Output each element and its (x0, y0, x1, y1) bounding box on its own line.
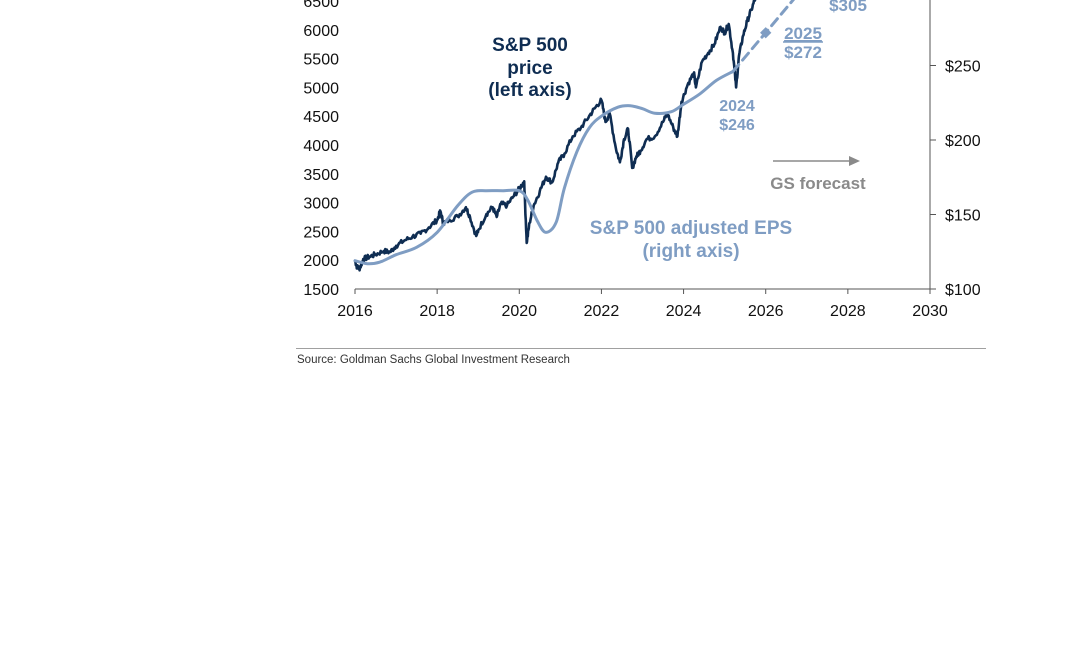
right-tick-label: $100 (945, 282, 981, 299)
left-tick-label: 3500 (303, 167, 339, 184)
left-axis-ticks: 1500 2000 2500 3000 3500 4000 4500 5000 5500 6000… (303, 0, 339, 299)
left-tick-label: 1500 (303, 282, 339, 299)
x-axis-ticks: 2016 2018 2020 2022 2024 2026 2028 2030 (337, 289, 948, 320)
left-tick-label: 3000 (303, 196, 339, 213)
sp500-price-line (353, 0, 757, 272)
right-tick-label: $200 (945, 133, 981, 150)
eps-2024-value: $246 (719, 117, 755, 134)
source-divider (296, 348, 986, 349)
left-tick-label: 4000 (303, 138, 339, 155)
left-tick-label: 6500 (303, 0, 339, 11)
x-tick-label: 2022 (584, 303, 620, 320)
left-tick-label: 2500 (303, 224, 339, 241)
x-tick-label: 2016 (337, 303, 373, 320)
x-tick-label: 2024 (666, 303, 702, 320)
right-axis-ticks: $100 $150 $200 $250 (930, 59, 981, 299)
left-tick-label: 5000 (303, 80, 339, 97)
x-tick-label: 2020 (501, 303, 537, 320)
eps-label-line-2: (right axis) (642, 241, 739, 262)
left-tick-label: 4500 (303, 109, 339, 126)
left-tick-label: 2000 (303, 253, 339, 270)
right-tick-label: $250 (945, 59, 981, 76)
chart-series (353, 0, 796, 272)
price-label-line-1: S&P 500 (492, 35, 568, 56)
eps-label-line-1: S&P 500 adjusted EPS (590, 218, 792, 239)
x-tick-label: 2018 (419, 303, 455, 320)
x-tick-label: 2028 (830, 303, 866, 320)
eps-2024-year: 2024 (719, 98, 755, 115)
eps-2025-value: $272 (784, 43, 822, 62)
eps-2025-year: 2025 (784, 24, 822, 43)
eps-line (353, 70, 735, 266)
x-tick-label: 2026 (748, 303, 784, 320)
left-tick-label: 5500 (303, 52, 339, 69)
right-tick-label: $150 (945, 208, 981, 225)
forecast-arrow-icon (773, 156, 860, 166)
eps-2026-value: $305 (829, 0, 867, 15)
price-label-line-3: (left axis) (488, 80, 571, 101)
x-tick-label: 2030 (912, 303, 948, 320)
forecast-label: GS forecast (770, 174, 866, 193)
price-label-line-2: price (507, 58, 552, 79)
chart: 2016 2018 2020 2022 2024 2026 2028 2030 1500 200… (303, 0, 981, 320)
left-tick-label: 6000 (303, 23, 339, 40)
source-note: Source: Goldman Sachs Global Investment … (297, 354, 570, 366)
